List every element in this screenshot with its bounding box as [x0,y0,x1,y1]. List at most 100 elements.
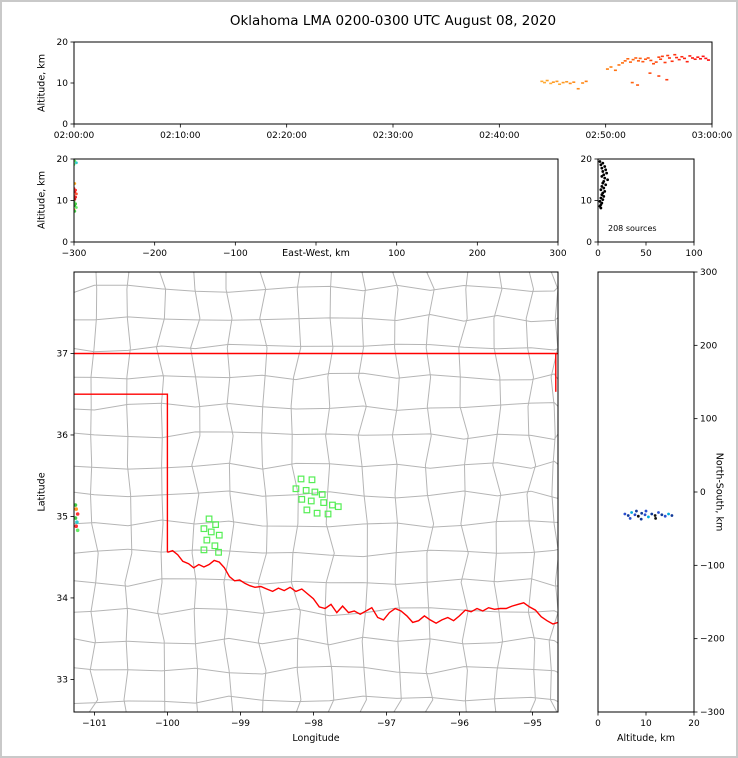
lma-source-point [647,515,650,519]
county-line [74,402,558,411]
lma-source-point [602,194,606,198]
x-tick-label: 300 [549,249,566,259]
eastwest_altitude-content [74,159,78,213]
county-line [74,343,558,353]
county-line [74,636,558,646]
storm-cell-marker [205,515,213,523]
lma-source-point [660,513,664,517]
county-line [74,695,558,704]
panel-source_count: 0 50 100 0 10 20 [581,155,703,259]
county-line [525,272,537,712]
x-tick-label: 03:00:00 [692,131,733,141]
lma-source-point [626,514,630,517]
lma-source-point [75,192,78,196]
lma-source-point [604,168,608,172]
lma-source-point [75,528,80,533]
x-tick-label: −98 [304,719,323,729]
lma-source-point [626,58,630,60]
lma-source-point [648,72,652,74]
lma-source-point [636,84,640,86]
y-tick-label: −200 [700,635,725,645]
panel-frame [73,41,713,125]
panel-northsouth_altitude: 0 10 20 300 200 100 0 −100 −200 −300 [595,268,725,729]
county-line [74,548,558,558]
lma-source-point [604,183,608,187]
lma-source-point [636,514,640,518]
y-tick-label: 35 [57,512,68,522]
source_count-content [598,160,609,210]
ns-panel-ylabel: North-South, km [713,452,725,532]
lma-source-point [650,512,654,516]
lma-source-point [628,517,632,520]
lma-source-point [599,163,603,167]
lma-source-point [600,166,604,170]
x-tick-label: −101 [82,719,107,729]
y-tick-label: −300 [700,708,725,718]
lma-source-point [630,511,633,514]
x-tick-label: 0 [595,719,601,729]
storm-cell-marker [207,528,215,536]
lma-source-point [633,513,637,517]
lma-source-point [704,57,708,60]
lma-source-point [609,66,613,68]
y-tick-label: 300 [700,268,717,278]
lma-source-point [600,184,604,188]
storm-cell-marker [212,521,220,528]
source-count-annotation: 208 sources [608,224,657,233]
x-tick-label: 200 [469,249,486,259]
storm-cell-marker [311,488,319,496]
x-tick-label: −99 [231,719,250,729]
y-tick-label: 34 [57,594,69,604]
lma-source-point [675,56,679,59]
county-line [257,272,268,712]
lma-source-point [599,206,603,210]
county-line [391,272,402,712]
lma-source-point [74,182,77,185]
x-tick-label: −95 [523,719,542,729]
lma-source-point [572,81,576,83]
lma-source-point [601,161,605,165]
time-panel-ylabel: Altitude, km [36,54,48,112]
storm-cell-marker [215,531,223,539]
lma-source-point [606,178,609,182]
state-border-line [167,549,558,625]
panel-frame [73,271,559,713]
county-line [88,272,99,712]
lma-source-point [641,60,645,63]
county-line [123,272,133,712]
storm-cell-marker [215,548,222,556]
lma-source-point [602,186,606,190]
county-line [357,272,368,712]
lma-source-point [660,55,664,58]
lma-source-point [543,81,547,84]
lma-source-point [605,68,609,70]
lma-source-point [74,197,77,201]
lma-source-point [665,78,669,81]
lma-source-point [654,61,658,63]
x-tick-label: 02:30:00 [373,131,414,141]
panel-time_altitude: 02:00:00 02:10:00 02:20:00 02:30:00 02:40:00… [54,38,733,141]
lma-source-point [74,516,78,520]
y-tick-label: 0 [62,120,68,130]
panel-frame [73,158,559,243]
county-line [74,284,558,293]
lma-source-point [657,511,660,514]
x-tick-label: 02:00:00 [54,131,95,141]
lma-source-point [696,56,700,58]
storm-cell-marker [318,491,326,498]
lma-source-point [636,60,640,62]
lma-source-point [649,59,653,62]
lma-source-point [623,60,627,62]
lma-source-point [640,511,644,515]
lma-source-point [639,517,643,521]
lma-source-point [561,81,565,84]
lma-source-point [598,160,602,163]
county-line [458,272,469,712]
lma-source-point [663,514,667,518]
county-line [548,272,558,712]
figure-title: Oklahoma LMA 0200-0300 UTC August 08, 20… [229,13,557,29]
lma-source-point [605,171,609,175]
storm-cell-marker [329,501,336,509]
lma-source-point [600,193,604,197]
lma-source-point [565,80,569,83]
